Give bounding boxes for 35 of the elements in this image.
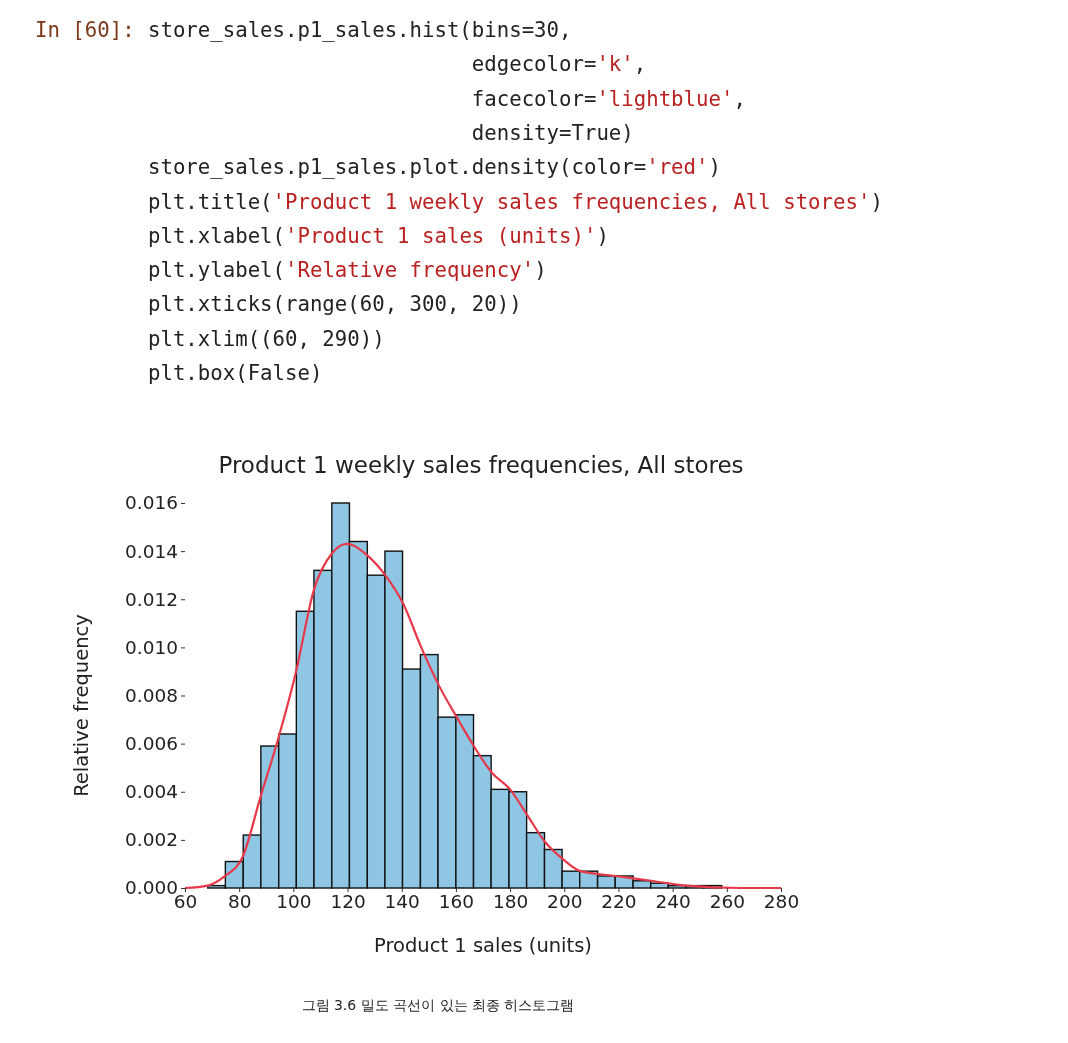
x-tick-label: 240 — [655, 891, 691, 913]
text: edgecolor='k', — [470, 52, 647, 77]
text: plt.title('Product 1 weekly sales frequencies, All stores') — [148, 189, 883, 214]
x-tick-label: 120 — [330, 891, 366, 913]
caption: 그림 3.6 밀도 곡선이 있는 최종 히스토그램 — [301, 997, 575, 1013]
text: plt.box(False) — [148, 361, 323, 385]
chart-title: Product 1 weekly sales frequencies, All stores — [218, 452, 744, 478]
text: plt.xticks(range(60, 300, 20)) — [148, 292, 522, 317]
y-tick-label: 0.004 — [125, 781, 178, 803]
x-tick-label: 140 — [384, 891, 420, 913]
x-tick-label: 100 — [276, 891, 312, 913]
text: density=True) — [470, 120, 634, 145]
x-tick-label: 80 — [227, 891, 252, 913]
y-tick-label: 0.008 — [125, 684, 178, 706]
text: plt.ylabel('Relative frequency') — [148, 258, 547, 283]
text: plt.xlabel('Product 1 sales (units)') — [148, 223, 609, 248]
x-tick-label: 280 — [763, 891, 800, 913]
x-tick-label: 260 — [709, 891, 745, 913]
y-tick-label: 0.006 — [125, 733, 178, 755]
x-tick-label: 160 — [438, 891, 475, 913]
text: store_sales.p1_sales.plot.density(color='red') — [148, 155, 721, 180]
y-tick-label: 0.002 — [125, 829, 178, 851]
x-axis-title: Product 1 sales (units) — [374, 934, 592, 957]
text: store_sales.p1_sales.hist(bins=30, — [148, 18, 572, 42]
x-tick-label: 200 — [547, 891, 583, 913]
x-tick-label: 180 — [492, 891, 529, 913]
text: plt.xlim((60, 290)) — [148, 326, 385, 351]
x-tick-label: 220 — [601, 891, 637, 913]
y-tick-label: 0.016 — [125, 492, 178, 514]
text: facecolor='lightblue', — [470, 86, 746, 111]
y-tick-label: 0.014 — [125, 540, 178, 562]
y-tick-label: 0.012 — [125, 588, 178, 610]
y-axis-title: Relative frequency — [70, 614, 93, 797]
y-tick-label: 0.010 — [125, 636, 178, 658]
text: In [60]: — [35, 18, 135, 42]
